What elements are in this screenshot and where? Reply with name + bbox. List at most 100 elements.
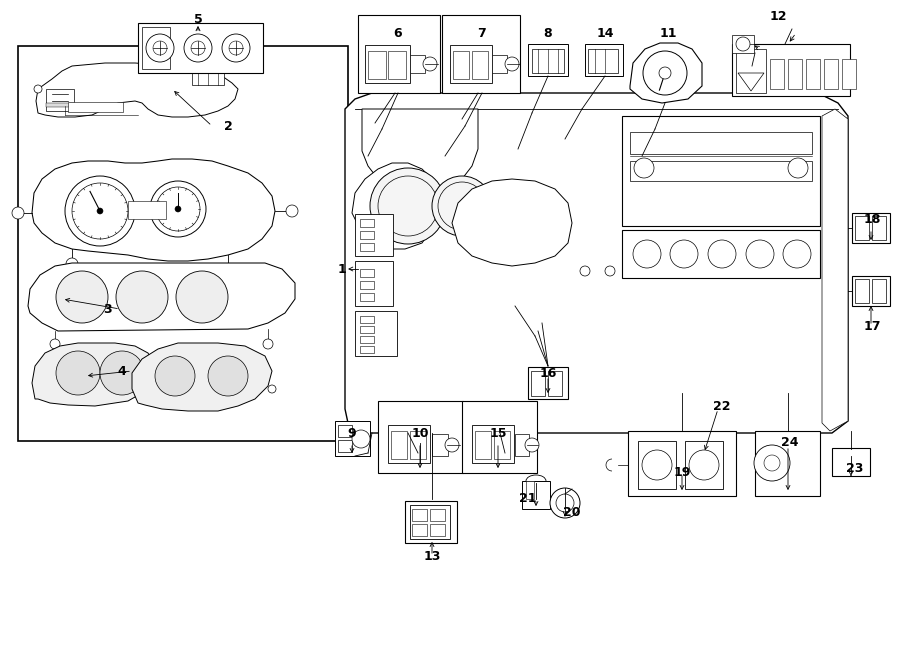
Bar [450, 45, 492, 83]
Bar [412, 524, 427, 536]
Text: 20: 20 [563, 506, 580, 520]
Circle shape [689, 450, 719, 480]
Text: 14: 14 [596, 26, 614, 40]
Circle shape [764, 455, 780, 471]
Text: 13: 13 [423, 549, 441, 563]
Bar [192, 67, 224, 85]
Circle shape [72, 183, 128, 239]
Bar [526, 481, 534, 499]
Circle shape [642, 450, 672, 480]
Circle shape [222, 264, 234, 276]
Bar [391, 431, 407, 459]
Bar [410, 431, 426, 459]
Bar [410, 55, 425, 73]
Circle shape [229, 41, 243, 55]
Bar [365, 45, 410, 83]
Circle shape [783, 240, 811, 268]
Polygon shape [822, 109, 848, 431]
Circle shape [525, 438, 539, 452]
Bar [68, 102, 123, 112]
Ellipse shape [791, 452, 813, 480]
Circle shape [643, 51, 687, 95]
Bar [355, 214, 393, 256]
Bar [338, 425, 352, 437]
Bar [138, 23, 263, 73]
Text: 15: 15 [490, 426, 507, 440]
Bar [532, 49, 564, 73]
Bar [360, 231, 374, 239]
Bar [412, 509, 427, 521]
Bar [528, 44, 568, 76]
Bar [360, 336, 374, 343]
Circle shape [97, 208, 103, 214]
Circle shape [634, 158, 654, 178]
Circle shape [438, 182, 486, 230]
Bar [492, 55, 507, 73]
Bar [855, 279, 869, 303]
Circle shape [378, 176, 438, 236]
Bar [378, 401, 463, 473]
Bar [388, 51, 406, 79]
Text: 10: 10 [411, 426, 428, 440]
Bar [360, 316, 374, 323]
Bar [585, 44, 623, 76]
Text: 5: 5 [194, 13, 202, 26]
Circle shape [445, 438, 459, 452]
Bar [360, 281, 374, 289]
Bar [832, 448, 870, 476]
Circle shape [184, 34, 212, 62]
Bar [872, 279, 886, 303]
Bar [515, 434, 529, 456]
Circle shape [146, 34, 174, 62]
Circle shape [556, 494, 574, 512]
Circle shape [34, 85, 42, 93]
Circle shape [100, 351, 144, 395]
Bar [588, 49, 618, 73]
Text: 12: 12 [770, 9, 787, 22]
Circle shape [550, 488, 580, 518]
Circle shape [286, 205, 298, 217]
Circle shape [659, 67, 671, 79]
Bar [388, 425, 430, 463]
Bar [360, 243, 374, 251]
Circle shape [12, 207, 24, 219]
Bar [410, 505, 450, 539]
Circle shape [736, 37, 750, 51]
Circle shape [150, 181, 206, 237]
Circle shape [268, 385, 276, 393]
Text: 18: 18 [863, 212, 881, 225]
Text: 11: 11 [659, 26, 677, 40]
Bar [335, 421, 370, 456]
Bar [128, 201, 166, 219]
Bar [368, 51, 386, 79]
Bar [685, 441, 723, 489]
Polygon shape [36, 63, 238, 117]
Bar [472, 51, 488, 79]
Text: 23: 23 [846, 463, 864, 475]
Circle shape [352, 430, 370, 448]
Text: 19: 19 [673, 467, 690, 479]
Bar [548, 371, 562, 396]
Circle shape [222, 34, 250, 62]
Bar [462, 401, 537, 473]
Circle shape [155, 356, 195, 396]
Bar [628, 431, 736, 496]
Bar [453, 51, 469, 79]
Text: 7: 7 [478, 26, 486, 40]
Bar [442, 15, 520, 93]
Bar [842, 59, 856, 89]
Circle shape [175, 206, 181, 212]
Bar [806, 59, 820, 89]
Polygon shape [630, 43, 702, 103]
Bar [528, 367, 568, 399]
Circle shape [153, 41, 167, 55]
Bar [360, 326, 374, 333]
Bar [852, 213, 890, 243]
Bar [736, 49, 766, 93]
Circle shape [746, 240, 774, 268]
Circle shape [370, 168, 446, 244]
Polygon shape [452, 179, 572, 266]
Circle shape [263, 339, 273, 349]
Circle shape [670, 240, 698, 268]
Circle shape [432, 176, 492, 236]
